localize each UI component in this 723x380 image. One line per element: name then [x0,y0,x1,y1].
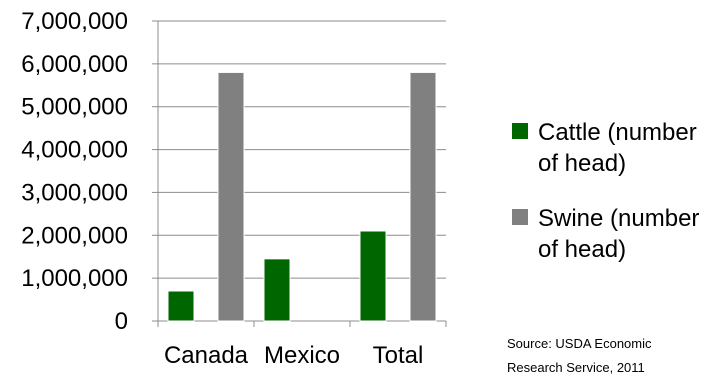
bar-swine-total [409,71,437,322]
legend-label: Cattle (number [538,119,697,146]
source-note-line-1: Source: USDA Economic [507,336,652,351]
legend-label: Swine (number [538,205,699,232]
bar-cattle-canada [167,290,195,322]
bar-cattle-mexico [263,258,291,322]
gridlines [158,20,446,279]
y-tick-label: 1,000,000 [21,265,128,292]
legend-label: of head) [538,150,626,177]
x-tick-labels: Canada Mexico Total [164,342,423,369]
y-tick-label: 5,000,000 [21,94,128,121]
y-tick-label: 4,000,000 [21,137,128,164]
x-tick-label: Mexico [264,342,340,369]
y-tick-label: 2,000,000 [21,222,128,249]
y-tick-labels: 0 1,000,000 2,000,000 3,000,000 4,000,000 5,0… [21,8,128,335]
x-tick-label: Canada [164,342,249,369]
y-tick-label: 3,000,000 [21,179,128,206]
legend-label: of head) [538,236,626,263]
legend-swatch-cattle [512,123,528,139]
bar-cattle-total [359,230,387,322]
bar-swine-canada [217,71,245,322]
y-tick-label: 6,000,000 [21,51,128,78]
x-tick-label: Total [373,342,424,369]
bars [167,71,437,322]
legend-swatch-swine [512,209,528,225]
axes [152,20,447,327]
legend: Cattle (number of head) Swine (number of he… [512,119,699,263]
source-note-line-2: Research Service, 2011 [507,360,645,375]
y-tick-label: 7,000,000 [21,8,128,35]
y-tick-label: 0 [115,308,128,335]
